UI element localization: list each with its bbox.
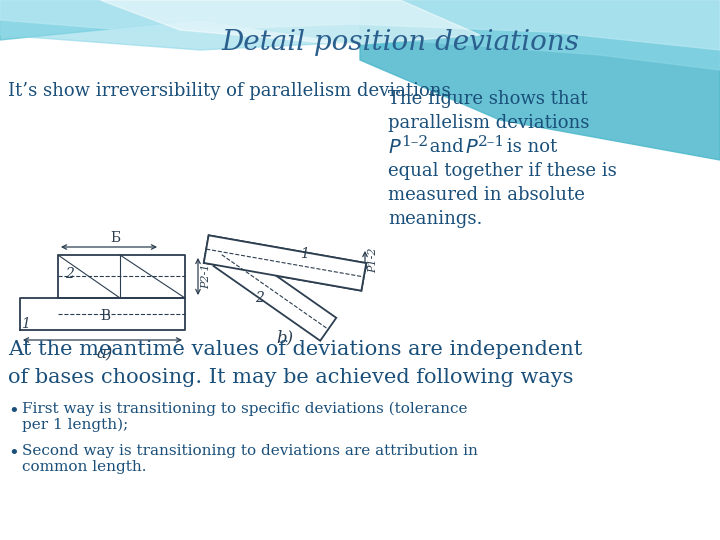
Text: 1: 1 (300, 247, 309, 261)
Text: 1: 1 (21, 317, 30, 331)
Text: Detail position deviations: Detail position deviations (221, 30, 579, 57)
Text: 2: 2 (65, 267, 74, 281)
Text: common length.: common length. (22, 460, 146, 474)
Text: $\it{P}$: $\it{P}$ (388, 138, 402, 157)
Text: First way is transitioning to specific deviations (tolerance: First way is transitioning to specific d… (22, 402, 467, 416)
Text: The figure shows that: The figure shows that (388, 90, 588, 108)
Text: meanings.: meanings. (388, 210, 482, 228)
Text: and: and (424, 138, 469, 156)
Polygon shape (0, 0, 400, 50)
Polygon shape (0, 0, 720, 50)
Text: is not: is not (501, 138, 557, 156)
Text: It’s show irreversibility of parallelism deviations: It’s show irreversibility of parallelism… (8, 82, 451, 100)
Text: per 1 length);: per 1 length); (22, 418, 128, 433)
Text: •: • (8, 402, 19, 420)
Text: P1-2: P1-2 (368, 247, 378, 273)
Text: At the meantime values of deviations are independent: At the meantime values of deviations are… (8, 340, 582, 359)
Polygon shape (204, 235, 366, 291)
Polygon shape (204, 235, 366, 291)
Text: a): a) (96, 345, 113, 362)
Text: Second way is transitioning to deviations are attribution in: Second way is transitioning to deviation… (22, 444, 478, 458)
Text: 2: 2 (255, 291, 264, 305)
Text: equal together if these is: equal together if these is (388, 162, 617, 180)
Text: parallelism deviations: parallelism deviations (388, 114, 590, 132)
Text: measured in absolute: measured in absolute (388, 186, 585, 204)
Text: В: В (100, 309, 110, 323)
Polygon shape (214, 243, 336, 341)
Text: of bases choosing. It may be achieved following ways: of bases choosing. It may be achieved fo… (8, 368, 574, 387)
Text: b): b) (276, 329, 294, 346)
Text: Б: Б (110, 231, 120, 245)
Text: $\it{P}$: $\it{P}$ (465, 138, 479, 157)
Text: •: • (8, 444, 19, 462)
Polygon shape (0, 0, 720, 70)
Text: P2-1: P2-1 (201, 263, 211, 289)
Text: 1–2: 1–2 (401, 135, 428, 149)
Text: 2–1: 2–1 (478, 135, 505, 149)
Polygon shape (100, 0, 480, 45)
Polygon shape (360, 0, 720, 160)
